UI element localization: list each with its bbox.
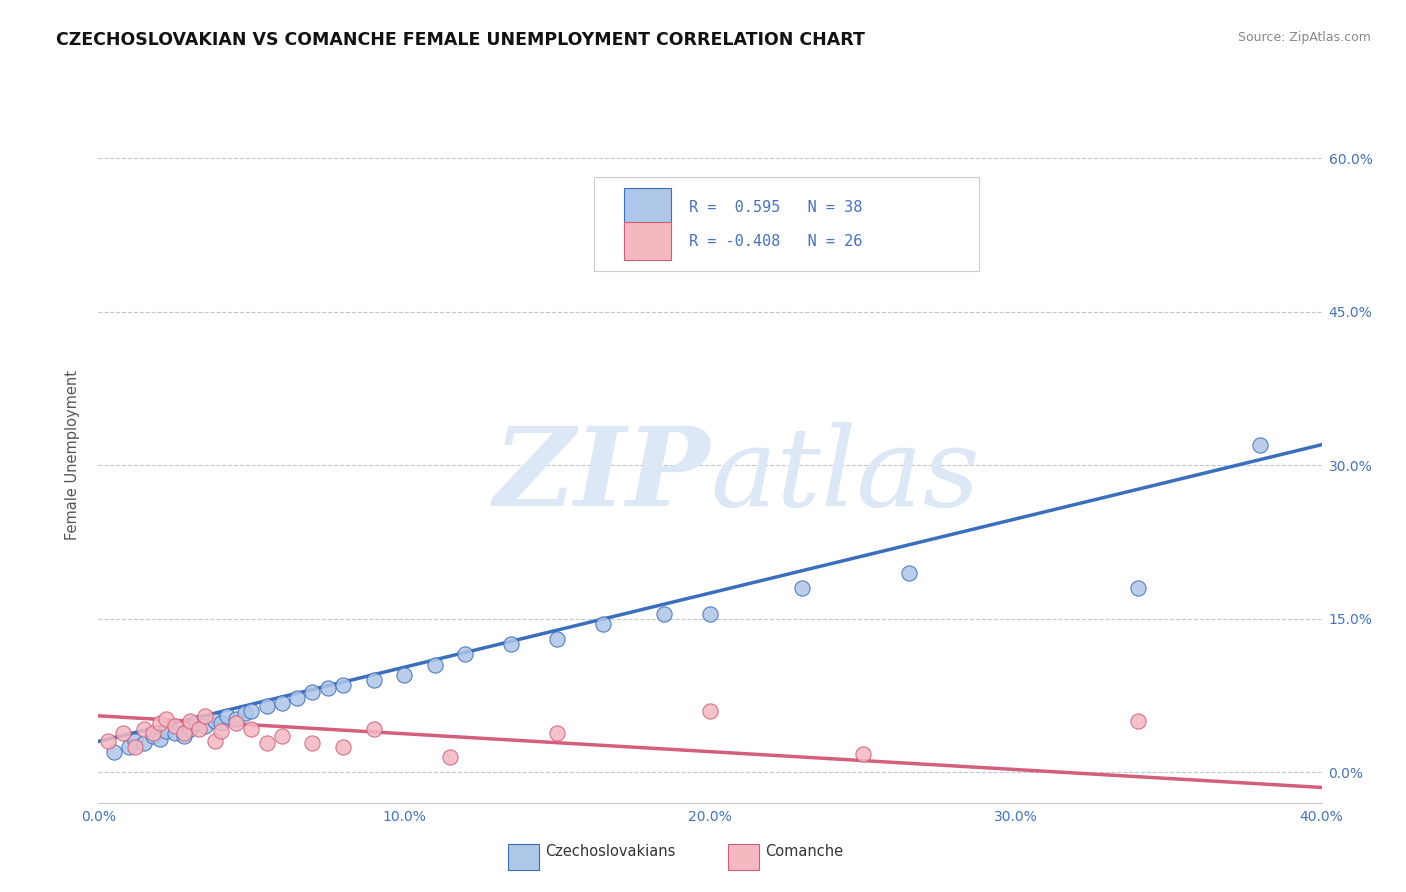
Point (270, 729, 292, 743)
Point (332, 678, 354, 692)
Y-axis label: Female Unemployment: Female Unemployment (65, 370, 80, 540)
Point (852, 747, 875, 761)
Point (173, 729, 195, 743)
Point (163, 726, 186, 740)
Point (124, 734, 146, 748)
Point (454, 648, 477, 662)
Point (179, 722, 201, 736)
Point (149, 732, 172, 747)
Point (233, 706, 256, 720)
Point (155, 712, 177, 726)
Point (134, 736, 156, 750)
Point (179, 714, 201, 728)
Point (332, 739, 354, 754)
Point (225, 716, 247, 731)
Point (240, 722, 263, 736)
FancyBboxPatch shape (624, 222, 671, 260)
Point (423, 657, 446, 672)
Point (652, 607, 675, 621)
FancyBboxPatch shape (593, 177, 979, 270)
Point (316, 681, 339, 696)
Point (546, 726, 568, 740)
Point (363, 722, 385, 736)
FancyBboxPatch shape (624, 188, 671, 227)
Point (699, 607, 721, 621)
Point (240, 704, 263, 718)
Point (912, 223, 935, 237)
Text: atlas: atlas (710, 422, 980, 530)
Point (155, 724, 177, 739)
Point (204, 714, 226, 728)
Text: R =  0.595   N = 38: R = 0.595 N = 38 (689, 200, 863, 215)
Point (301, 685, 323, 699)
Point (134, 722, 156, 736)
Point (1128, 714, 1150, 728)
Point (501, 637, 523, 651)
Point (439, 749, 461, 764)
Point (103, 745, 125, 759)
Point (194, 708, 217, 723)
FancyBboxPatch shape (728, 844, 759, 871)
Point (699, 704, 721, 718)
Point (363, 673, 385, 687)
Text: Source: ZipAtlas.com: Source: ZipAtlas.com (1237, 31, 1371, 45)
Point (897, 566, 920, 580)
Point (301, 736, 323, 750)
FancyBboxPatch shape (508, 844, 538, 871)
Point (124, 739, 146, 754)
Point (188, 722, 211, 736)
Point (186, 716, 208, 731)
Point (149, 716, 172, 731)
Point (1128, 581, 1150, 595)
Point (285, 691, 308, 706)
Point (1249, 438, 1271, 452)
Point (215, 708, 238, 723)
Text: ZIP: ZIP (494, 422, 710, 530)
Point (256, 736, 278, 750)
Point (142, 726, 165, 740)
Point (173, 726, 195, 740)
Text: Czechoslovakians: Czechoslovakians (546, 844, 675, 859)
Point (209, 716, 232, 731)
Point (97, 734, 120, 748)
Point (209, 724, 232, 739)
Point (546, 632, 568, 646)
Point (111, 726, 134, 740)
Point (392, 668, 416, 682)
Text: R = -0.408   N = 26: R = -0.408 N = 26 (689, 234, 863, 249)
Point (204, 734, 226, 748)
Point (142, 729, 165, 743)
Point (270, 696, 292, 710)
Point (225, 712, 247, 726)
Point (790, 581, 813, 595)
Text: CZECHOSLOVAKIAN VS COMANCHE FEMALE UNEMPLOYMENT CORRELATION CHART: CZECHOSLOVAKIAN VS COMANCHE FEMALE UNEMP… (56, 31, 865, 49)
Point (163, 719, 186, 733)
Point (592, 616, 614, 631)
Point (256, 698, 278, 713)
Point (118, 739, 141, 754)
Point (194, 719, 217, 733)
Text: Comanche: Comanche (765, 844, 844, 859)
